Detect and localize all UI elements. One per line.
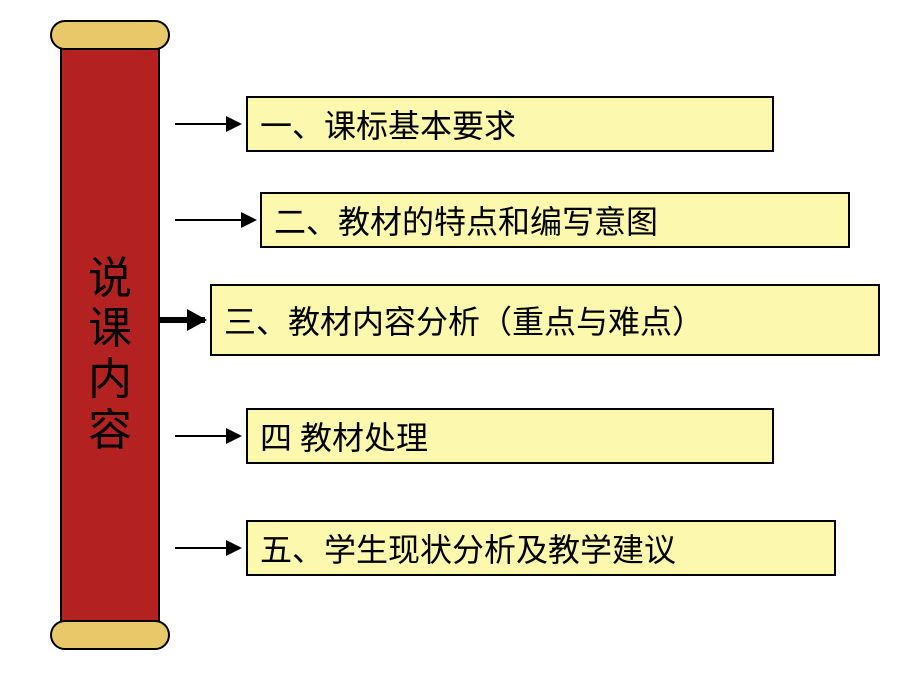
arrow-4 (175, 435, 240, 437)
scroll-banner: 说 课 内 容 (50, 20, 170, 650)
item-box-5: 五、学生现状分析及教学建议 (246, 520, 836, 576)
item-box-4: 四 教材处理 (246, 408, 774, 464)
arrow-5 (175, 547, 240, 549)
scroll-title-char: 内 (88, 355, 132, 406)
scroll-title-char: 说 (88, 254, 132, 305)
item-label: 四 教材处理 (260, 413, 428, 459)
scroll-title: 说 课 内 容 (60, 45, 160, 625)
item-label: 二、教材的特点和编写意图 (274, 197, 658, 243)
arrow-2 (175, 219, 255, 221)
item-label: 一、课标基本要求 (260, 101, 516, 147)
item-box-2: 二、教材的特点和编写意图 (260, 192, 850, 248)
arrow-1 (175, 123, 240, 125)
scroll-title-char: 课 (88, 304, 132, 355)
item-label: 三、教材内容分析（重点与难点） (224, 297, 704, 343)
scroll-title-char: 容 (88, 406, 132, 457)
item-box-3: 三、教材内容分析（重点与难点） (210, 284, 880, 356)
arrow-3 (160, 317, 205, 323)
item-box-1: 一、课标基本要求 (246, 96, 774, 152)
item-label: 五、学生现状分析及教学建议 (260, 525, 676, 571)
